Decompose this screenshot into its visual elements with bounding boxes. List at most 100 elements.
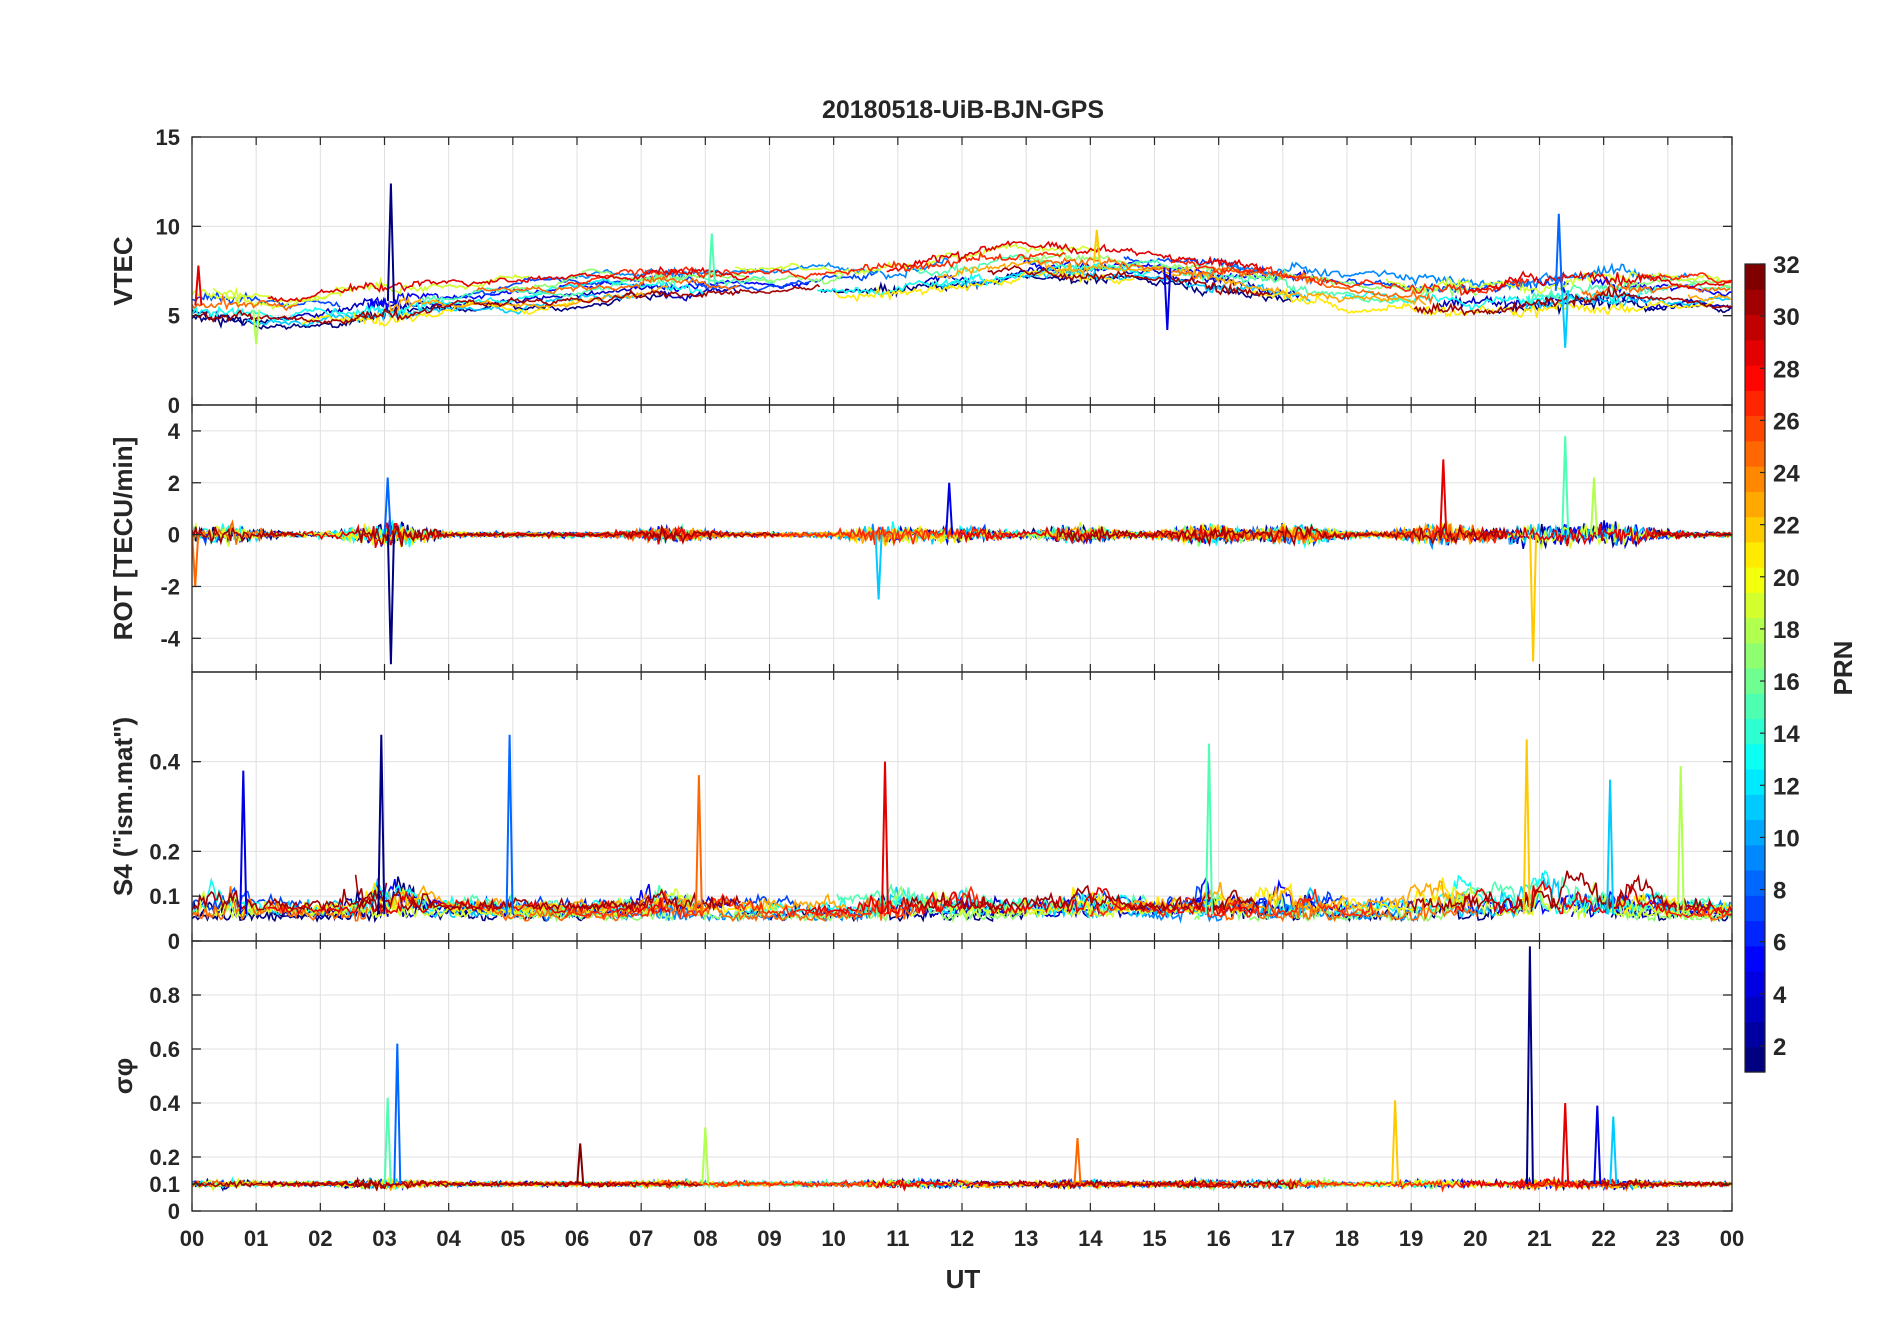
x-tick-label: 09 [757,1226,781,1251]
spike-mark [874,534,883,600]
colorbar-swatch [1745,466,1765,492]
series-prn-29 [267,240,1732,303]
grid-rot [192,405,1732,672]
series-prn-23 [388,880,1473,912]
colorbar-swatch [1745,996,1765,1023]
colorbar-tick-label: 16 [1773,669,1800,696]
colorbar-frame [1744,263,1766,1073]
colorbar-swatch [1745,440,1765,467]
spike-mark [386,534,395,665]
colorbar-swatch [1745,314,1765,341]
y-tick-label: 0.2 [149,1145,180,1170]
x-tick-label: 04 [436,1226,461,1251]
panel-s4: 0 0.1 0.2 0.4 S4 ("ism.mat") [108,671,1733,954]
y-tick-label: 0.2 [149,839,180,864]
colorbar-swatch [1745,516,1765,543]
colorbar-swatch [1745,642,1765,669]
y-tick-label: 0 [168,523,180,548]
x-tick-label: 01 [244,1226,268,1251]
colorbar-swatch [1745,971,1765,997]
colorbar-tick-label: 22 [1773,513,1800,540]
x-tick-label: 02 [308,1226,332,1251]
x-tick-label: 14 [1078,1226,1103,1251]
x-tick-label: 03 [372,1226,396,1251]
y-tick-label: 0 [168,1199,180,1224]
y-tick-label: 0.1 [149,884,180,909]
colorbar-tick-label: 12 [1773,773,1800,800]
x-tick-label: 07 [629,1226,653,1251]
series-group-rot [192,519,1732,551]
y-tick-label: 0.4 [149,1091,180,1116]
x-axis: 00 01 02 03 04 05 06 07 08 09 10 11 12 13 14 15 16 17 18 19… [180,1226,1744,1251]
colorbar-swatch [1745,718,1765,745]
series-group-s4 [192,869,1732,924]
y-tick-label: 10 [156,214,180,239]
spike-mark [505,734,514,915]
colorbar-swatch [1745,264,1765,290]
colorbar-swatch [1745,693,1765,720]
spike-mark [1606,779,1615,915]
y-axis-label-sigma_phi: σφ [108,1058,138,1094]
x-tick-label: 22 [1591,1226,1615,1251]
spike-mark [694,775,703,915]
spike-mark [1439,459,1448,535]
spike-mark [239,770,248,915]
series-prn-31 [192,522,1731,547]
y-tick-label: 0.1 [149,1172,180,1197]
colorbar-swatch [1745,592,1765,619]
colorbar-swatch [1745,794,1765,821]
colorbar-swatch [1745,870,1765,896]
x-tick-label: 15 [1142,1226,1166,1251]
spike-mark [1593,1105,1602,1185]
spike-mark [1529,534,1538,662]
spike-mark [1522,739,1531,915]
colorbar-swatch [1745,769,1765,795]
y-tick-label: 0 [168,393,180,418]
spike-mark [1525,946,1534,1185]
x-tick-label: 08 [693,1226,717,1251]
spike-mark [701,1127,710,1185]
spike-mark [881,761,889,915]
spike-mark [1676,766,1685,915]
y-axis-label-s4: S4 ("ism.mat") [108,717,138,896]
series-prn-3 [279,262,1732,321]
x-tick-label: 00 [1720,1226,1744,1251]
spike-mark [1609,1116,1618,1185]
y-tick-label: 4 [168,419,181,444]
series-prn-1 [192,272,1731,331]
colorbar-swatch [1745,1046,1765,1073]
y-axis-label-vtec: VTEC [108,236,138,306]
colorbar-swatch [1745,1021,1765,1048]
colorbar-swatch [1745,844,1765,871]
spike-mark [1561,1102,1570,1185]
spike-mark [383,477,392,535]
series-prn-29 [267,879,1732,916]
series-prn-31 [192,1176,1731,1192]
spike-mark [252,309,261,345]
series-group-vtec [192,240,1732,331]
spike-mark [576,1143,585,1185]
colorbar-tick-label: 10 [1773,825,1800,852]
y-tick-label: -2 [160,574,180,599]
panel-rot: -4 -2 0 2 4 ROT [TECU/min] [108,404,1733,673]
colorbar-swatch [1745,289,1765,316]
spikes-vtec [194,183,1570,348]
colorbar-swatch [1745,945,1765,972]
x-tick-label: 13 [1014,1226,1038,1251]
x-tick-label: 19 [1399,1226,1423,1251]
spike-mark [945,482,954,535]
x-axis-label: UT [946,1264,981,1294]
colorbar-swatch [1745,895,1765,922]
spike-mark [1163,267,1172,331]
series-group-sigma_phi [192,1175,1732,1193]
spike-mark [192,534,200,587]
x-tick-label: 10 [821,1226,845,1251]
colorbar-tick-label: 26 [1773,408,1800,435]
x-tick-label: 06 [565,1226,589,1251]
colorbar-swatch [1745,668,1765,694]
series-prn-13 [192,262,1643,322]
series-prn-31 [192,870,1713,913]
colorbar-label: PRN [1828,641,1858,696]
